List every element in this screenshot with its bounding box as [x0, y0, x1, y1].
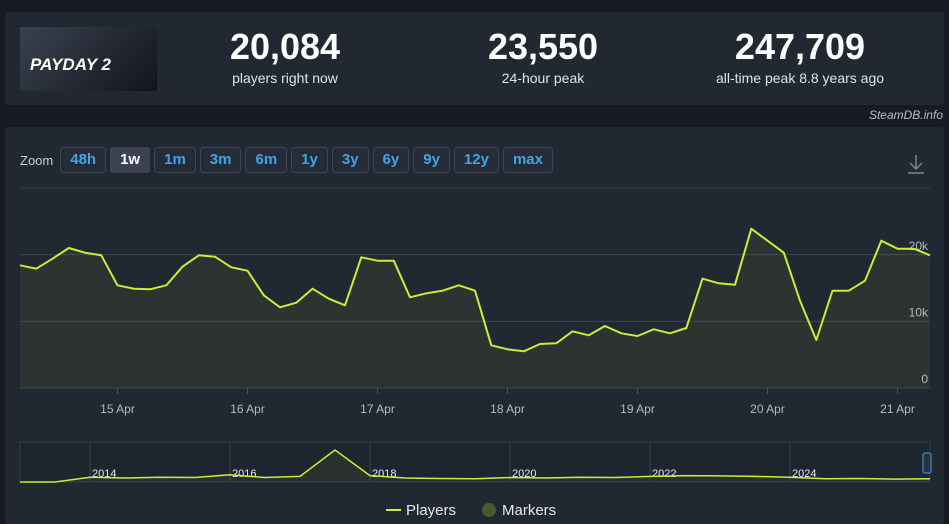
header-panel	[5, 12, 944, 105]
stat: 23,550 24-hour peak	[433, 26, 653, 87]
zoom-button[interactable]: 3y	[331, 147, 369, 173]
legend-label: Markers	[502, 502, 556, 519]
legend-label: Players	[406, 502, 456, 519]
stat-label: all-time peak 8.8 years ago	[715, 70, 885, 86]
zoom-button[interactable]: 6y	[372, 147, 410, 173]
zoom-button[interactable]: 6m	[245, 147, 288, 173]
download-icon[interactable]	[908, 155, 924, 174]
line	[19, 227, 931, 353]
x-tick-label: 18 Apr	[490, 402, 525, 416]
stat: 20,084 players right now	[175, 26, 395, 87]
line	[20, 449, 931, 483]
stat-value: 20,084	[229, 26, 341, 67]
x-tick-label: 17 Apr	[360, 402, 395, 416]
zoom-button[interactable]: 1m	[154, 147, 196, 173]
navigator-handle[interactable]	[922, 452, 932, 474]
zoom-bar: Zoom 48h 1w 1m 3m 6m 1y 3y 6y 9y 12y max	[20, 147, 553, 173]
zoom-label: Zoom	[20, 152, 54, 168]
zoom-button[interactable]: 1y	[291, 147, 328, 173]
zoom-button[interactable]: max	[502, 147, 553, 173]
x-tick-label: 20 Apr	[750, 402, 785, 416]
stat-value: 23,550	[487, 26, 599, 67]
x-tick-label: 19 Apr	[620, 402, 655, 416]
x-tick-label: 16 Apr	[230, 402, 265, 416]
zoom-button[interactable]: 9y	[413, 147, 450, 173]
zoom-button[interactable]: 12y	[453, 147, 499, 173]
stat: 247,709 all-time peak 8.8 years ago	[690, 26, 910, 87]
zoom-button[interactable]: 3m	[199, 147, 242, 173]
site-credit: SteamDB.info	[868, 108, 943, 122]
y-tick-label: 10k	[909, 306, 929, 320]
stat-value: 247,709	[734, 26, 866, 67]
stat-label: players right now	[232, 70, 338, 86]
zoom-button[interactable]: 48h	[60, 147, 107, 173]
navigator-bg	[19, 441, 931, 483]
legend-swatch	[482, 503, 496, 517]
area	[20, 228, 930, 388]
stat-label: 24-hour peak	[501, 70, 585, 86]
y-tick-label: 0	[921, 372, 928, 386]
game-logo: PAYDAY 2	[20, 27, 157, 91]
x-tick-label: 21 Apr	[880, 402, 915, 416]
zoom-button[interactable]: 1w	[110, 147, 151, 173]
x-tick-label: 15 Apr	[100, 402, 135, 416]
